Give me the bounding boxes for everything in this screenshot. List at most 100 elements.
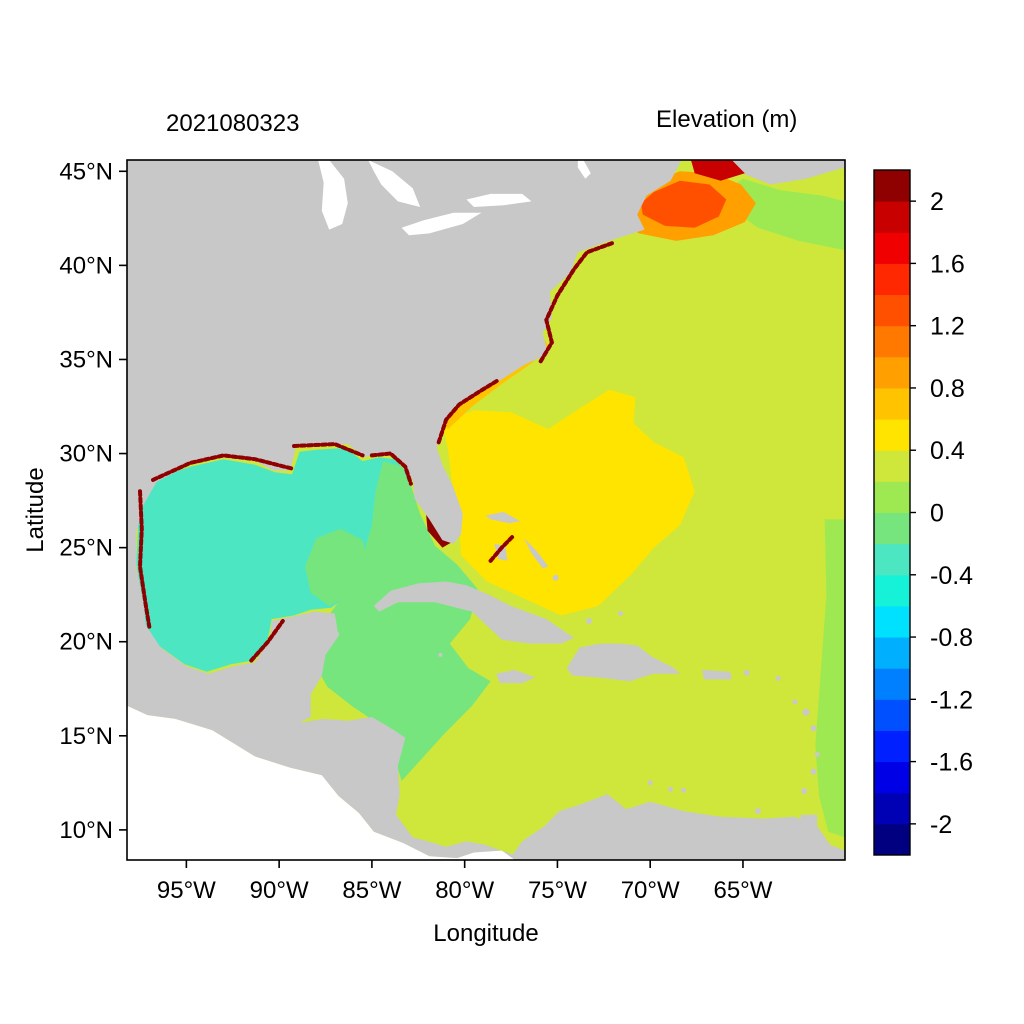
- colorbar-segment: [874, 605, 910, 638]
- colorbar-segment: [874, 823, 910, 856]
- colorbar-segment: [874, 201, 910, 233]
- land-nova-scotia: [731, 160, 845, 185]
- island-dot: [801, 788, 808, 795]
- colorbar-segment: [874, 356, 910, 389]
- land-grand-bahama-abaco: [485, 511, 521, 524]
- surge-louisiana-texas-coast: [151, 453, 295, 482]
- island-dot: [810, 768, 817, 775]
- colorbar-segment: [874, 481, 910, 513]
- colorbar-segment: [874, 325, 910, 358]
- colorbar-segment: [874, 512, 910, 545]
- land-eleuthera-exuma: [524, 538, 549, 569]
- colorbar-segment: [874, 792, 910, 825]
- y-tick-label: 20°N: [59, 629, 113, 656]
- lake-ontario: [466, 193, 532, 207]
- colorbar-segment: [874, 574, 910, 607]
- field-scotian-shelf-green: [726, 178, 845, 251]
- island-dot: [438, 652, 443, 657]
- surge-florida-big-bend-coast: [369, 451, 413, 486]
- island-dot: [754, 808, 761, 815]
- colorbar-segment: [874, 761, 910, 794]
- colorbar-tick-label: -0.4: [930, 562, 973, 590]
- colorbar-segment: [874, 263, 910, 296]
- field-east-gulf-nw-caribbean: [312, 461, 491, 781]
- island-dot: [775, 675, 781, 681]
- x-tick-label: 95°W: [157, 877, 216, 904]
- y-tick-label: 45°N: [59, 158, 113, 185]
- island-dot: [802, 708, 810, 716]
- island-dot: [814, 752, 820, 758]
- colorbar-title: Elevation (m): [656, 106, 798, 133]
- y-tick-label: 25°N: [59, 535, 113, 562]
- surge-mississippi-alabama-coast: [292, 442, 365, 458]
- island-dot: [810, 725, 817, 732]
- surge-hatteras-to-newyork-coast: [538, 240, 616, 364]
- colorbar-tick-label: -2: [930, 811, 952, 839]
- land-mainland-americas: [127, 160, 845, 860]
- x-tick-label: 65°W: [713, 877, 772, 904]
- y-tick-label: 40°N: [59, 252, 113, 279]
- colorbar-segment: [874, 232, 910, 264]
- field-gulf-of-mexico-core: [136, 447, 410, 672]
- colorbar-tick-label: 0.4: [930, 437, 965, 465]
- colorbar-segment: [874, 730, 910, 763]
- land-puerto-rico: [702, 669, 732, 680]
- colorbar-tick-label: 0.8: [930, 375, 965, 403]
- colorbar-segment: [874, 543, 910, 576]
- lake-champlain: [577, 160, 591, 179]
- y-tick-label: 10°N: [59, 817, 113, 844]
- lake-huron: [368, 160, 421, 207]
- island-dot: [743, 669, 750, 676]
- field-east-edge-green: [815, 519, 845, 838]
- field-gulf-of-maine-core: [640, 180, 727, 228]
- map-area: [127, 160, 845, 860]
- colorbar-tick-label: 0: [930, 500, 944, 528]
- map-frame: [126, 159, 846, 861]
- surge-texas-mexico-coast: [137, 489, 152, 629]
- island-dot: [334, 631, 340, 637]
- colorbar-segment: [874, 170, 910, 202]
- field-bay-of-fundy-high: [691, 160, 749, 181]
- colorbar-segment: [874, 637, 910, 669]
- island-dot: [668, 786, 674, 792]
- colorbar-tick-label: -1.2: [930, 686, 973, 714]
- colorbar-tick-label: -0.8: [930, 624, 973, 652]
- island-dot: [552, 574, 559, 581]
- y-axis-label: Latitude: [22, 467, 49, 553]
- x-axis-label: Longitude: [433, 920, 539, 947]
- x-tick-label: 85°W: [342, 877, 401, 904]
- x-tick-label: 70°W: [621, 877, 680, 904]
- land-andros: [494, 543, 508, 561]
- y-tick-label: 30°N: [59, 441, 113, 468]
- colorbar-segment: [874, 294, 910, 327]
- colorbar-tick-label: 1.6: [930, 250, 965, 278]
- colorbar-tick-label: -1.6: [930, 749, 973, 777]
- x-tick-label: 80°W: [435, 877, 494, 904]
- run-timestamp-label: 2021080323: [166, 110, 300, 137]
- surge-bahama-banks: [488, 534, 515, 563]
- colorbar-segment: [874, 699, 910, 731]
- land-cuba: [373, 581, 575, 644]
- surge-campeche-coast: [249, 619, 285, 663]
- colorbar-segment: [874, 450, 910, 482]
- land-jamaica: [496, 669, 536, 684]
- pacific-ocean-no-data: [127, 705, 515, 860]
- island-dot: [681, 787, 687, 793]
- land-hispaniola: [566, 643, 680, 682]
- land-trinidad: [800, 814, 818, 828]
- x-tick-label: 75°W: [528, 877, 587, 904]
- colorbar-segment: [874, 419, 910, 451]
- x-tick-label: 90°W: [250, 877, 309, 904]
- lake-michigan: [318, 160, 348, 230]
- island-dot: [792, 699, 798, 705]
- y-tick-label: 15°N: [59, 723, 113, 750]
- colorbar-tick-label: 2: [930, 188, 944, 216]
- field-loop-current-intrusion: [305, 528, 369, 606]
- island-dot: [647, 780, 653, 786]
- surge-georgia-carolina-coast: [436, 378, 501, 445]
- colorbar-segment: [874, 668, 910, 700]
- colorbar-tick-label: 1.2: [930, 313, 965, 341]
- lake-erie: [401, 212, 482, 236]
- island-dot: [618, 611, 623, 616]
